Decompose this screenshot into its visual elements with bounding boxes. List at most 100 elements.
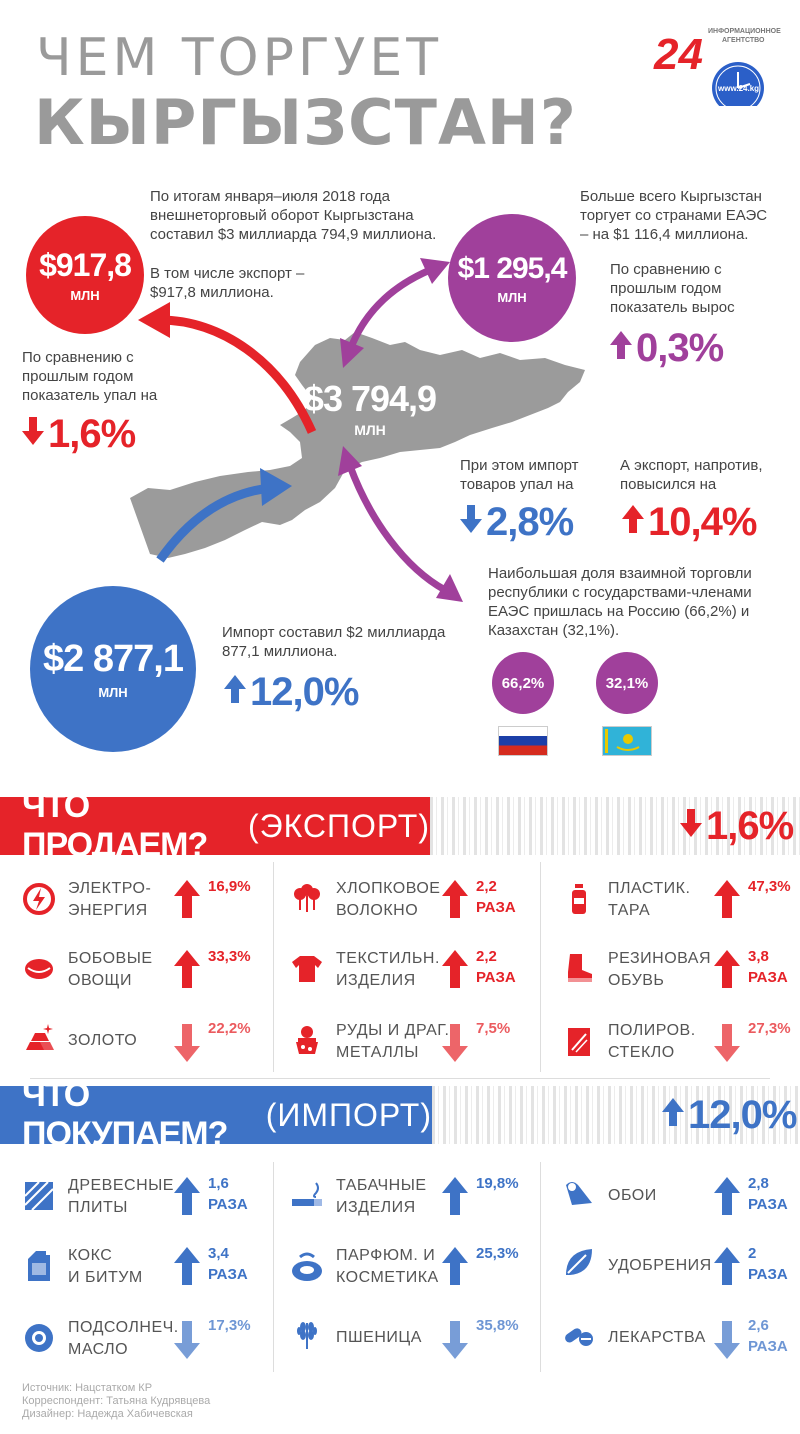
- import-value: $2 877,1: [43, 638, 184, 680]
- trade-map: [130, 258, 585, 602]
- item-label-line-1: РУДЫ И ДРАГ.: [336, 1022, 450, 1039]
- arrow-up-icon: [440, 1175, 470, 1224]
- item-cosmetics: ПАРФЮМ. И КОСМЕТИКА 25,3%: [290, 1245, 530, 1305]
- total-unit: МЛН: [354, 422, 386, 438]
- item-value-unit: РАЗА: [208, 1196, 248, 1213]
- export-arrow: [159, 315, 317, 434]
- item-label: РЕЗИНОВАЯ ОБУВЬ: [608, 948, 724, 992]
- export-change: 1,6%: [20, 412, 136, 457]
- arrow-up-icon: [620, 500, 646, 545]
- item-label-line-2: ПЛИТЫ: [68, 1199, 128, 1216]
- item-label-line-2: ИЗДЕЛИЯ: [336, 972, 416, 989]
- item-value-unit: РАЗА: [476, 899, 516, 916]
- item-wallpaper: ОБОИ 2,8 РАЗА: [562, 1175, 800, 1235]
- item-value: 27,3%: [748, 1018, 791, 1039]
- item-label: КОКС И БИТУМ: [68, 1245, 184, 1289]
- divider: [540, 862, 541, 1072]
- import-title-light: (ИМПОРТ): [265, 1096, 432, 1133]
- cosmetics-icon: [290, 1249, 324, 1288]
- wallpaper-icon: [562, 1175, 596, 1214]
- item-label: ХЛОПКОВОЕ ВОЛОКНО: [336, 878, 452, 922]
- pills-icon: [562, 1317, 596, 1356]
- item-leaf: УДОБРЕНИЯ 2 РАЗА: [562, 1245, 800, 1305]
- export-section-change-value: 1,6%: [706, 804, 794, 848]
- item-label: ТАБАЧНЫЕ ИЗДЕЛИЯ: [336, 1175, 452, 1219]
- russia-share-circle: 66,2%: [492, 652, 554, 714]
- arrow-up-icon: [440, 948, 470, 997]
- item-value-main: 3,8: [748, 948, 769, 965]
- logo-number: 24: [654, 30, 703, 79]
- arrow-down-icon: [172, 1020, 202, 1069]
- item-value-main: 16,9%: [208, 878, 251, 895]
- import-band-stripes: [432, 1086, 800, 1144]
- item-value-main: 2: [748, 1245, 757, 1262]
- item-label-line-1: ЭЛЕКТРО-: [68, 880, 152, 897]
- import-change-value: 12,0%: [250, 670, 359, 714]
- arrow-down-icon: [20, 412, 46, 457]
- item-value-main: 22,2%: [208, 1020, 251, 1037]
- arrow-down-icon: [712, 1020, 742, 1069]
- eaeu-import-change-value: 2,8%: [486, 500, 574, 544]
- arrow-up-icon: [660, 1093, 686, 1138]
- arrow-up-icon: [440, 1245, 470, 1294]
- import-change: 12,0%: [222, 670, 359, 715]
- item-value-main: 33,3%: [208, 948, 251, 965]
- import-circle: $2 877,1 МЛН: [30, 586, 196, 752]
- arrow-up-icon: [712, 1245, 742, 1294]
- item-value-main: 17,3%: [208, 1317, 251, 1334]
- eaeu-export-change: 10,4%: [620, 500, 757, 545]
- item-value: 16,9%: [208, 876, 251, 897]
- divider: [273, 1162, 274, 1372]
- item-label-line-1: ПОЛИРОВ.: [608, 1022, 696, 1039]
- arrow-up-icon: [222, 670, 248, 715]
- item-label-line-2: МАСЛО: [68, 1341, 129, 1358]
- item-value-unit: РАЗА: [748, 1338, 788, 1355]
- item-value-unit: РАЗА: [748, 1196, 788, 1213]
- russia-flag-icon: [498, 726, 548, 756]
- footer-source: Источник: Нацстатком КР: [22, 1382, 153, 1394]
- item-label: ЗОЛОТО: [68, 1030, 184, 1052]
- logo-url: www.24.kg: [718, 84, 760, 93]
- arrow-up-icon: [172, 1245, 202, 1294]
- item-value-main: 2,8: [748, 1175, 769, 1192]
- item-label: РУДЫ И ДРАГ. МЕТАЛЛЫ: [336, 1020, 452, 1064]
- item-label: ОБОИ: [608, 1185, 724, 1207]
- item-value: 1,6 РАЗА: [208, 1173, 248, 1215]
- item-value-unit: РАЗА: [748, 969, 788, 986]
- item-label-line-1: ПЛАСТИК.: [608, 880, 691, 897]
- agency-logo: 24 ИНФОРМАЦИОННОЕ АГЕНТСТВО www.24.kg: [652, 26, 781, 114]
- eaeu-circle: $1 295,4 МЛН: [448, 214, 576, 342]
- export-text: В том числе экспорт – $917,8 миллиона.: [150, 265, 305, 301]
- eaeu-change: 0,3%: [608, 326, 724, 371]
- item-value-main: 27,3%: [748, 1020, 791, 1037]
- import-section-header: ЧТО ПОКУПАЕМ? (ИМПОРТ): [0, 1076, 432, 1153]
- item-value-unit: РАЗА: [748, 1266, 788, 1283]
- item-gold: ЗОЛОТО 22,2%: [22, 1020, 262, 1080]
- arrow-up-icon: [712, 878, 742, 927]
- item-lightning: ЭЛЕКТРО- ЭНЕРГИЯ 16,9%: [22, 878, 262, 938]
- item-label: ПОДСОЛНЕЧ. МАСЛО: [68, 1317, 184, 1361]
- item-value: 35,8%: [476, 1315, 519, 1336]
- item-label-line-1: ПАРФЮМ. И: [336, 1247, 436, 1264]
- item-value: 2,8 РАЗА: [748, 1173, 788, 1215]
- gold-icon: [22, 1020, 56, 1059]
- item-value: 3,4 РАЗА: [208, 1243, 248, 1285]
- bottle-icon: [562, 882, 596, 921]
- item-value: 25,3%: [476, 1243, 519, 1264]
- kazakhstan-share-circle: 32,1%: [596, 652, 658, 714]
- wheat-icon: [290, 1317, 324, 1356]
- arrow-up-icon: [172, 948, 202, 997]
- arrow-up-icon: [712, 948, 742, 997]
- item-label-line-2: ОБУВЬ: [608, 972, 665, 989]
- item-cotton: ХЛОПКОВОЕ ВОЛОКНО 2,2 РАЗА: [290, 878, 530, 938]
- lightning-icon: [22, 882, 56, 921]
- divider: [540, 1162, 541, 1372]
- item-label: ПОЛИРОВ. СТЕКЛО: [608, 1020, 724, 1064]
- item-label-line-1: ТАБАЧНЫЕ: [336, 1177, 427, 1194]
- eaeu-compare-text: По сравнению с прошлым годом показатель …: [610, 261, 735, 316]
- item-label-line-1: ОБОИ: [608, 1187, 657, 1204]
- item-label-line-2: ВОЛОКНО: [336, 902, 419, 919]
- item-value-main: 1,6: [208, 1175, 229, 1192]
- arrow-up-icon: [712, 1175, 742, 1224]
- eaeu-text: Больше всего Кыргызстан торгует со стран…: [580, 188, 768, 243]
